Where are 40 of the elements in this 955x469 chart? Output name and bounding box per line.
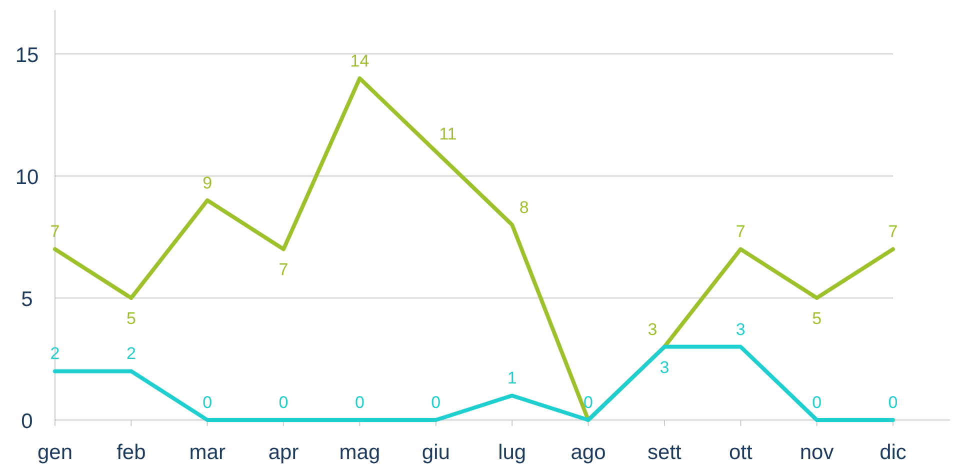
data-label: 7 (888, 222, 898, 242)
data-label: 11 (439, 124, 457, 144)
data-label: 0 (354, 393, 364, 412)
data-label: 2 (50, 344, 60, 364)
y-tick-label: 0 (21, 410, 33, 433)
x-tick-label: mag (339, 441, 380, 464)
data-label: 0 (584, 393, 594, 412)
data-label: 7 (50, 222, 60, 242)
data-label: 0 (431, 393, 441, 412)
data-label: 7 (278, 260, 288, 280)
data-label: 5 (812, 308, 822, 328)
data-label: 14 (350, 51, 370, 70)
data-label: 1 (507, 368, 517, 388)
data-label: 9 (202, 173, 212, 192)
data-label: 0 (278, 393, 288, 412)
x-tick-label: lug (498, 441, 526, 464)
data-label: 5 (126, 308, 136, 328)
y-tick-label: 10 (15, 166, 39, 189)
x-tick-label: feb (116, 441, 146, 464)
x-tick-label: dic (880, 441, 906, 464)
data-label: 0 (812, 393, 822, 412)
x-tick-label: gen (37, 441, 73, 464)
y-tick-label: 15 (15, 44, 39, 67)
line-series (53, 344, 895, 422)
x-tick-label: giu (422, 441, 450, 464)
data-label: 2 (126, 344, 136, 364)
x-tick-label: mar (189, 441, 226, 464)
data-label: 3 (736, 320, 746, 339)
x-tick-label: sett (648, 441, 682, 464)
x-tick-label: ott (728, 441, 752, 464)
data-label: 0 (888, 393, 898, 412)
y-tick-label: 5 (21, 288, 33, 311)
data-label: 7 (736, 222, 746, 242)
x-tick-label: apr (268, 441, 299, 464)
x-tick-label: ago (570, 441, 606, 464)
x-tick-label: nov (800, 441, 834, 464)
data-label: 3 (648, 320, 658, 339)
data-label: 8 (519, 198, 529, 217)
data-label: 3 (660, 358, 670, 377)
data-label: 0 (202, 393, 212, 412)
